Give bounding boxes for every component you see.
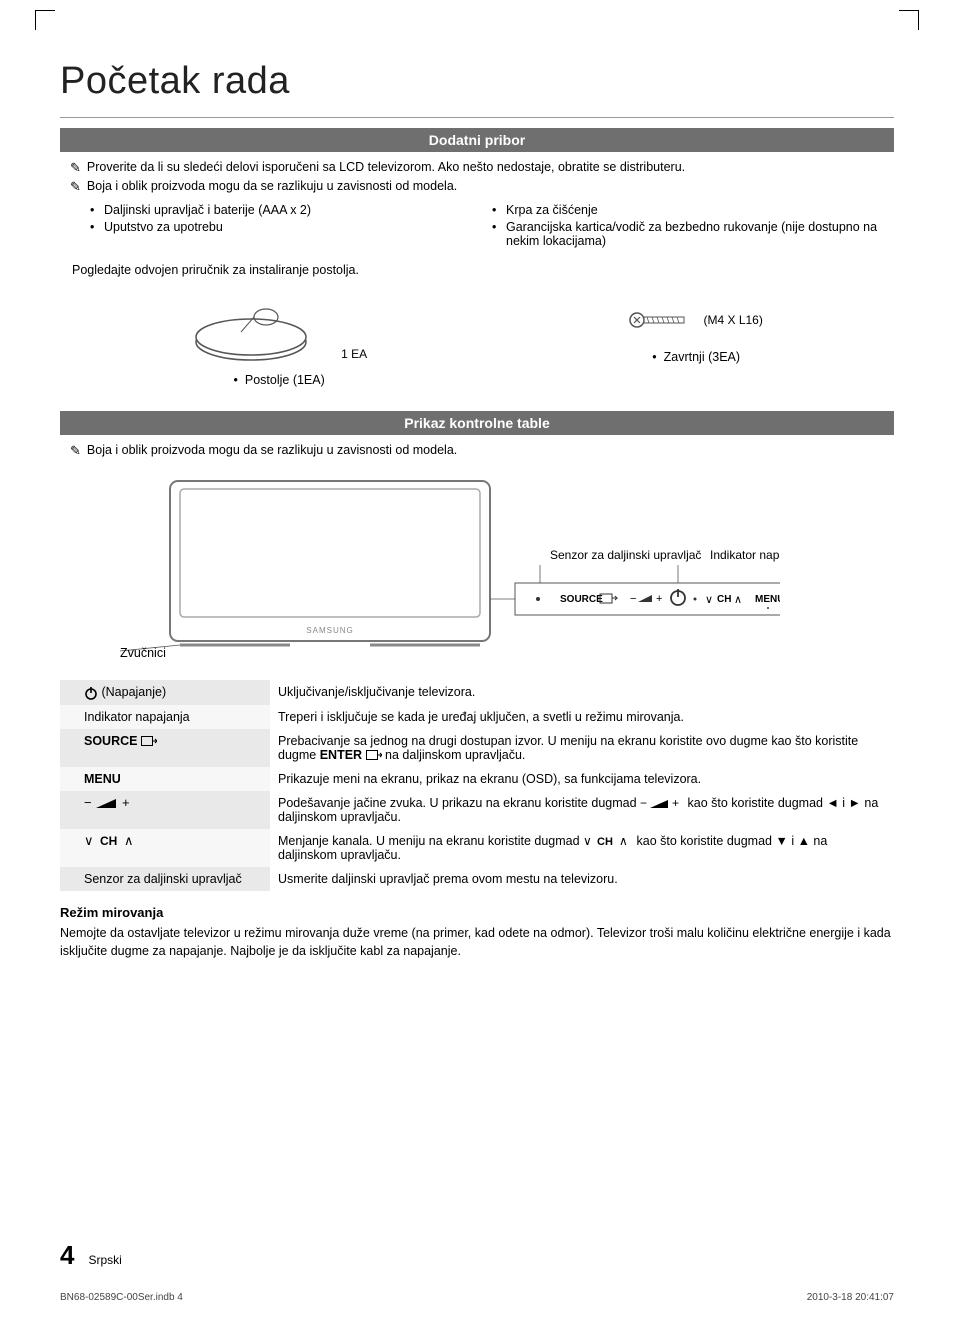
print-footer: BN68-02589C-00Ser.indb 4 2010-3-18 20:41… <box>60 1292 894 1303</box>
page-number: 4 <box>60 1240 74 1271</box>
screw-illustration <box>629 310 689 330</box>
enter-icon <box>366 750 382 761</box>
note-color-shape: ✎ Boja i oblik proizvoda mogu da se razl… <box>70 179 894 195</box>
label-sensor: Senzor za daljinski upravljač <box>550 548 701 562</box>
volume-icon: −+ <box>640 797 684 809</box>
svg-text:∧: ∧ <box>124 834 134 848</box>
control-table: (Napajanje) Uključivanje/isključivanje t… <box>60 680 894 891</box>
row-desc: Prikazuje meni na ekranu, prikaz na ekra… <box>270 767 894 791</box>
note-icon: ✎ <box>70 160 81 176</box>
acc-item: Daljinski upravljač i baterije (AAA x 2) <box>90 203 492 217</box>
standby-heading: Režim mirovanja <box>60 905 894 920</box>
power-icon <box>84 686 98 700</box>
note-icon: ✎ <box>70 179 81 195</box>
btn-menu-label: MENU <box>755 594 780 605</box>
svg-text:∨: ∨ <box>84 834 94 848</box>
section-control-heading: Prikaz kontrolne table <box>60 411 894 435</box>
row-label: ∨ CH ∧ <box>60 829 270 867</box>
svg-text:∨: ∨ <box>583 835 592 847</box>
table-row: Senzor za daljinski upravljač Usmerite d… <box>60 867 894 891</box>
crop-mark-right <box>899 10 919 30</box>
stand-qty: 1 EA <box>341 347 367 361</box>
acc-item: Garancijska kartica/vodič za bezbedno ru… <box>492 220 894 248</box>
screw-spec: (M4 X L16) <box>703 313 762 327</box>
btn-source-label: SOURCE <box>560 594 603 605</box>
note-text: Proverite da li su sledeći delovi isporu… <box>87 160 685 174</box>
table-row: SOURCE Prebacivanje sa jednog na drugi d… <box>60 729 894 767</box>
note-text: Boja i oblik proizvoda mogu da se razlik… <box>87 179 457 193</box>
btn-ch-label: CH <box>717 594 731 605</box>
row-desc: Prebacivanje sa jednog na drugi dostupan… <box>270 729 894 767</box>
separate-manual-note: Pogledajte odvojen priručnik za instalir… <box>72 263 894 277</box>
table-row: ∨ CH ∧ Menjanje kanala. U meniju na ekra… <box>60 829 894 867</box>
label-power: Indikator napajanja <box>710 548 780 562</box>
note-color-shape-2: ✎ Boja i oblik proizvoda mogu da se razl… <box>70 443 894 459</box>
row-label: SOURCE <box>84 734 137 748</box>
row-label: − + <box>60 791 270 829</box>
accessory-figures: 1 EA • Postolje (1EA) (M4 X L16) • Zavrt… <box>60 287 894 387</box>
table-row: (Napajanje) Uključivanje/isključivanje t… <box>60 680 894 705</box>
crop-mark-left <box>35 10 55 30</box>
ch-down: ∨ <box>705 594 713 606</box>
tv-illustration: SAMSUNG Senzor za daljinski upravljač In… <box>120 475 780 670</box>
row-desc: Treperi i isključuje se kada je uređaj u… <box>270 705 894 729</box>
volume-icon: − + <box>84 796 134 810</box>
row-desc: Podešavanje jačine zvuka. U prikazu na e… <box>270 791 894 829</box>
row-label: Senzor za daljinski upravljač <box>60 867 270 891</box>
vol-minus: − <box>630 593 636 605</box>
svg-text:−: − <box>84 796 92 810</box>
svg-text:CH: CH <box>597 836 613 847</box>
svg-text:+: + <box>122 796 130 810</box>
vol-plus: + <box>656 593 662 605</box>
page-footer: 4 Srpski <box>60 1240 894 1271</box>
note-icon: ✎ <box>70 443 81 459</box>
channel-icon: ∨ CH ∧ <box>84 834 140 848</box>
title-rule <box>60 117 894 118</box>
row-desc: Usmerite daljinski upravljač prema ovom … <box>270 867 894 891</box>
page-title: Početak rada <box>60 60 894 103</box>
row-label: Indikator napajanja <box>60 705 270 729</box>
tv-logo: SAMSUNG <box>306 626 353 635</box>
table-row: Indikator napajanja Treperi i isključuje… <box>60 705 894 729</box>
file-id: BN68-02589C-00Ser.indb 4 <box>60 1292 183 1303</box>
row-desc: Uključivanje/isključivanje televizora. <box>270 680 894 705</box>
row-desc: Menjanje kanala. U meniju na ekranu kori… <box>270 829 894 867</box>
section-accessories-heading: Dodatni pribor <box>60 128 894 152</box>
standby-body: Nemojte da ostavljate televizor u režimu… <box>60 924 894 960</box>
row-label: MENU <box>60 767 270 791</box>
acc-item: Uputstvo za upotrebu <box>90 220 492 234</box>
channel-icon: ∨ CH ∧ <box>583 835 633 847</box>
note-check-parts: ✎ Proverite da li su sledeći delovi ispo… <box>70 160 894 176</box>
table-row: − + Podešavanje jačine zvuka. U prikazu … <box>60 791 894 829</box>
svg-text:+: + <box>672 797 679 809</box>
stand-caption: • Postolje (1EA) <box>234 373 325 387</box>
acc-item: Krpa za čišćenje <box>492 203 894 217</box>
accessory-list: Daljinski upravljač i baterije (AAA x 2)… <box>90 203 894 251</box>
row-label: (Napajanje) <box>101 685 166 699</box>
ch-up: ∧ <box>734 594 742 606</box>
enter-icon <box>141 736 157 747</box>
table-row: MENU Prikazuje meni na ekranu, prikaz na… <box>60 767 894 791</box>
note-text: Boja i oblik proizvoda mogu da se razlik… <box>87 443 457 457</box>
svg-text:∧: ∧ <box>619 835 628 847</box>
svg-text:−: − <box>640 797 647 809</box>
stand-illustration <box>191 287 331 367</box>
screw-caption: • Zavrtnji (3EA) <box>652 350 740 364</box>
print-timestamp: 2010-3-18 20:41:07 <box>807 1292 894 1303</box>
label-speakers: Zvučnici <box>120 646 166 660</box>
page-language: Srpski <box>88 1253 121 1267</box>
svg-text:CH: CH <box>100 834 117 848</box>
